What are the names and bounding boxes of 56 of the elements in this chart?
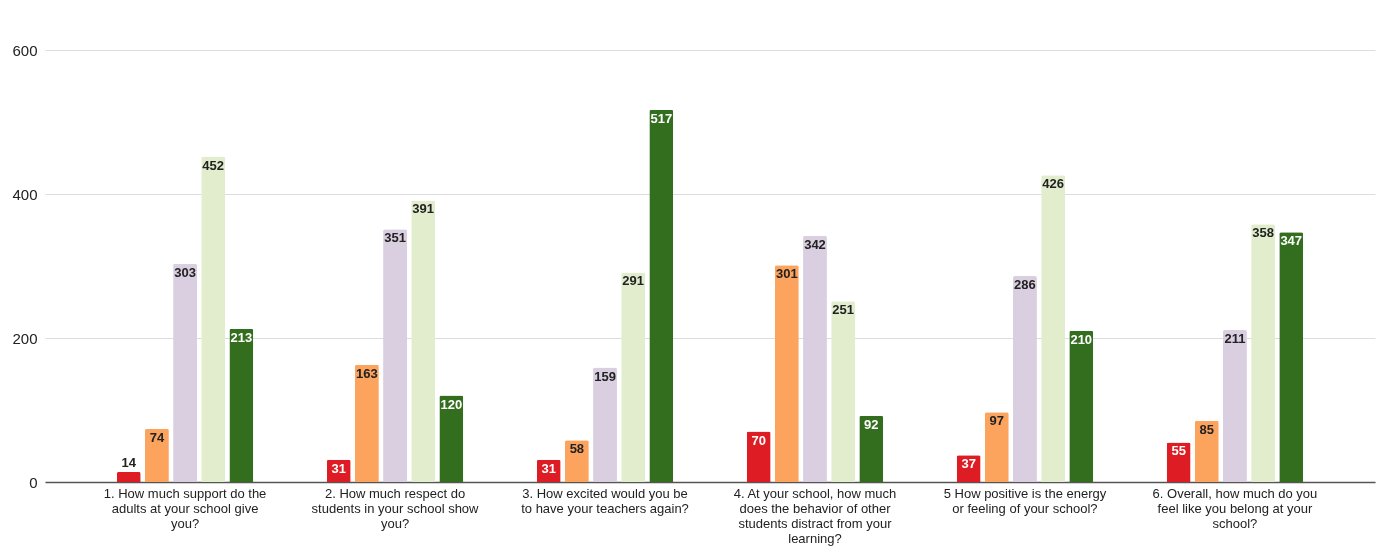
data-label: 301 xyxy=(776,266,798,282)
bar xyxy=(354,364,379,482)
data-label: 37 xyxy=(961,456,976,472)
data-label: 163 xyxy=(356,365,378,381)
y-tick-label: 600 xyxy=(12,41,38,59)
data-label: 211 xyxy=(1224,331,1246,347)
x-tick-label: 2. How much respect do students in your school show you? xyxy=(311,485,480,531)
x-tick-label: 5 How positive is the energy or feeling of your school? xyxy=(943,485,1107,516)
data-label: 286 xyxy=(1014,277,1036,293)
bar xyxy=(831,301,856,482)
data-label: 426 xyxy=(1042,176,1064,192)
bar xyxy=(621,272,646,482)
x-tick-label: 6. Overall, how much do you feel like you belong at your school? xyxy=(1152,485,1318,531)
data-label: 74 xyxy=(149,429,165,445)
bar xyxy=(1251,224,1276,482)
data-label: 210 xyxy=(1070,331,1093,347)
data-label: 358 xyxy=(1252,225,1274,241)
data-label: 58 xyxy=(569,441,585,457)
data-label: 351 xyxy=(384,230,406,246)
data-label: 70 xyxy=(751,432,766,448)
data-label: 251 xyxy=(832,302,854,318)
data-label: 391 xyxy=(412,201,435,217)
x-tick-label: 3. How excited would you be to have your teachers again? xyxy=(521,485,689,516)
y-tick-label: 200 xyxy=(12,329,38,347)
bar xyxy=(201,156,226,482)
bar xyxy=(229,328,254,482)
bar xyxy=(1069,330,1094,482)
data-label: 342 xyxy=(804,236,826,252)
data-label: 55 xyxy=(1171,443,1186,459)
x-tick-label: 1. How much support do the adults at your school give you? xyxy=(103,485,267,531)
bar xyxy=(116,471,141,482)
bar xyxy=(1279,232,1304,482)
y-tick-label: 400 xyxy=(12,185,38,203)
y-tick-label: 0 xyxy=(29,473,38,491)
data-label: 303 xyxy=(174,264,196,280)
data-label: 347 xyxy=(1280,233,1303,249)
data-label: 14 xyxy=(121,454,137,470)
x-tick-label: 4. At your school, how much does the behavior of other students distract from your learning? xyxy=(733,485,897,546)
data-label: 291 xyxy=(622,273,644,289)
data-label: 85 xyxy=(1199,421,1215,437)
data-label: 517 xyxy=(650,110,673,126)
bar xyxy=(984,412,1009,482)
data-label: 213 xyxy=(230,329,253,345)
data-label: 31 xyxy=(331,460,346,476)
bar xyxy=(1041,175,1066,482)
bar xyxy=(1222,330,1247,482)
bar xyxy=(649,109,674,482)
data-label: 159 xyxy=(594,368,616,384)
bar xyxy=(774,265,799,482)
data-label: 120 xyxy=(440,396,463,412)
data-label: 452 xyxy=(202,157,225,173)
data-label: 31 xyxy=(541,460,556,476)
data-label: 97 xyxy=(989,413,1005,429)
bar xyxy=(411,200,436,482)
bar xyxy=(173,263,198,482)
data-label: 92 xyxy=(864,416,879,432)
